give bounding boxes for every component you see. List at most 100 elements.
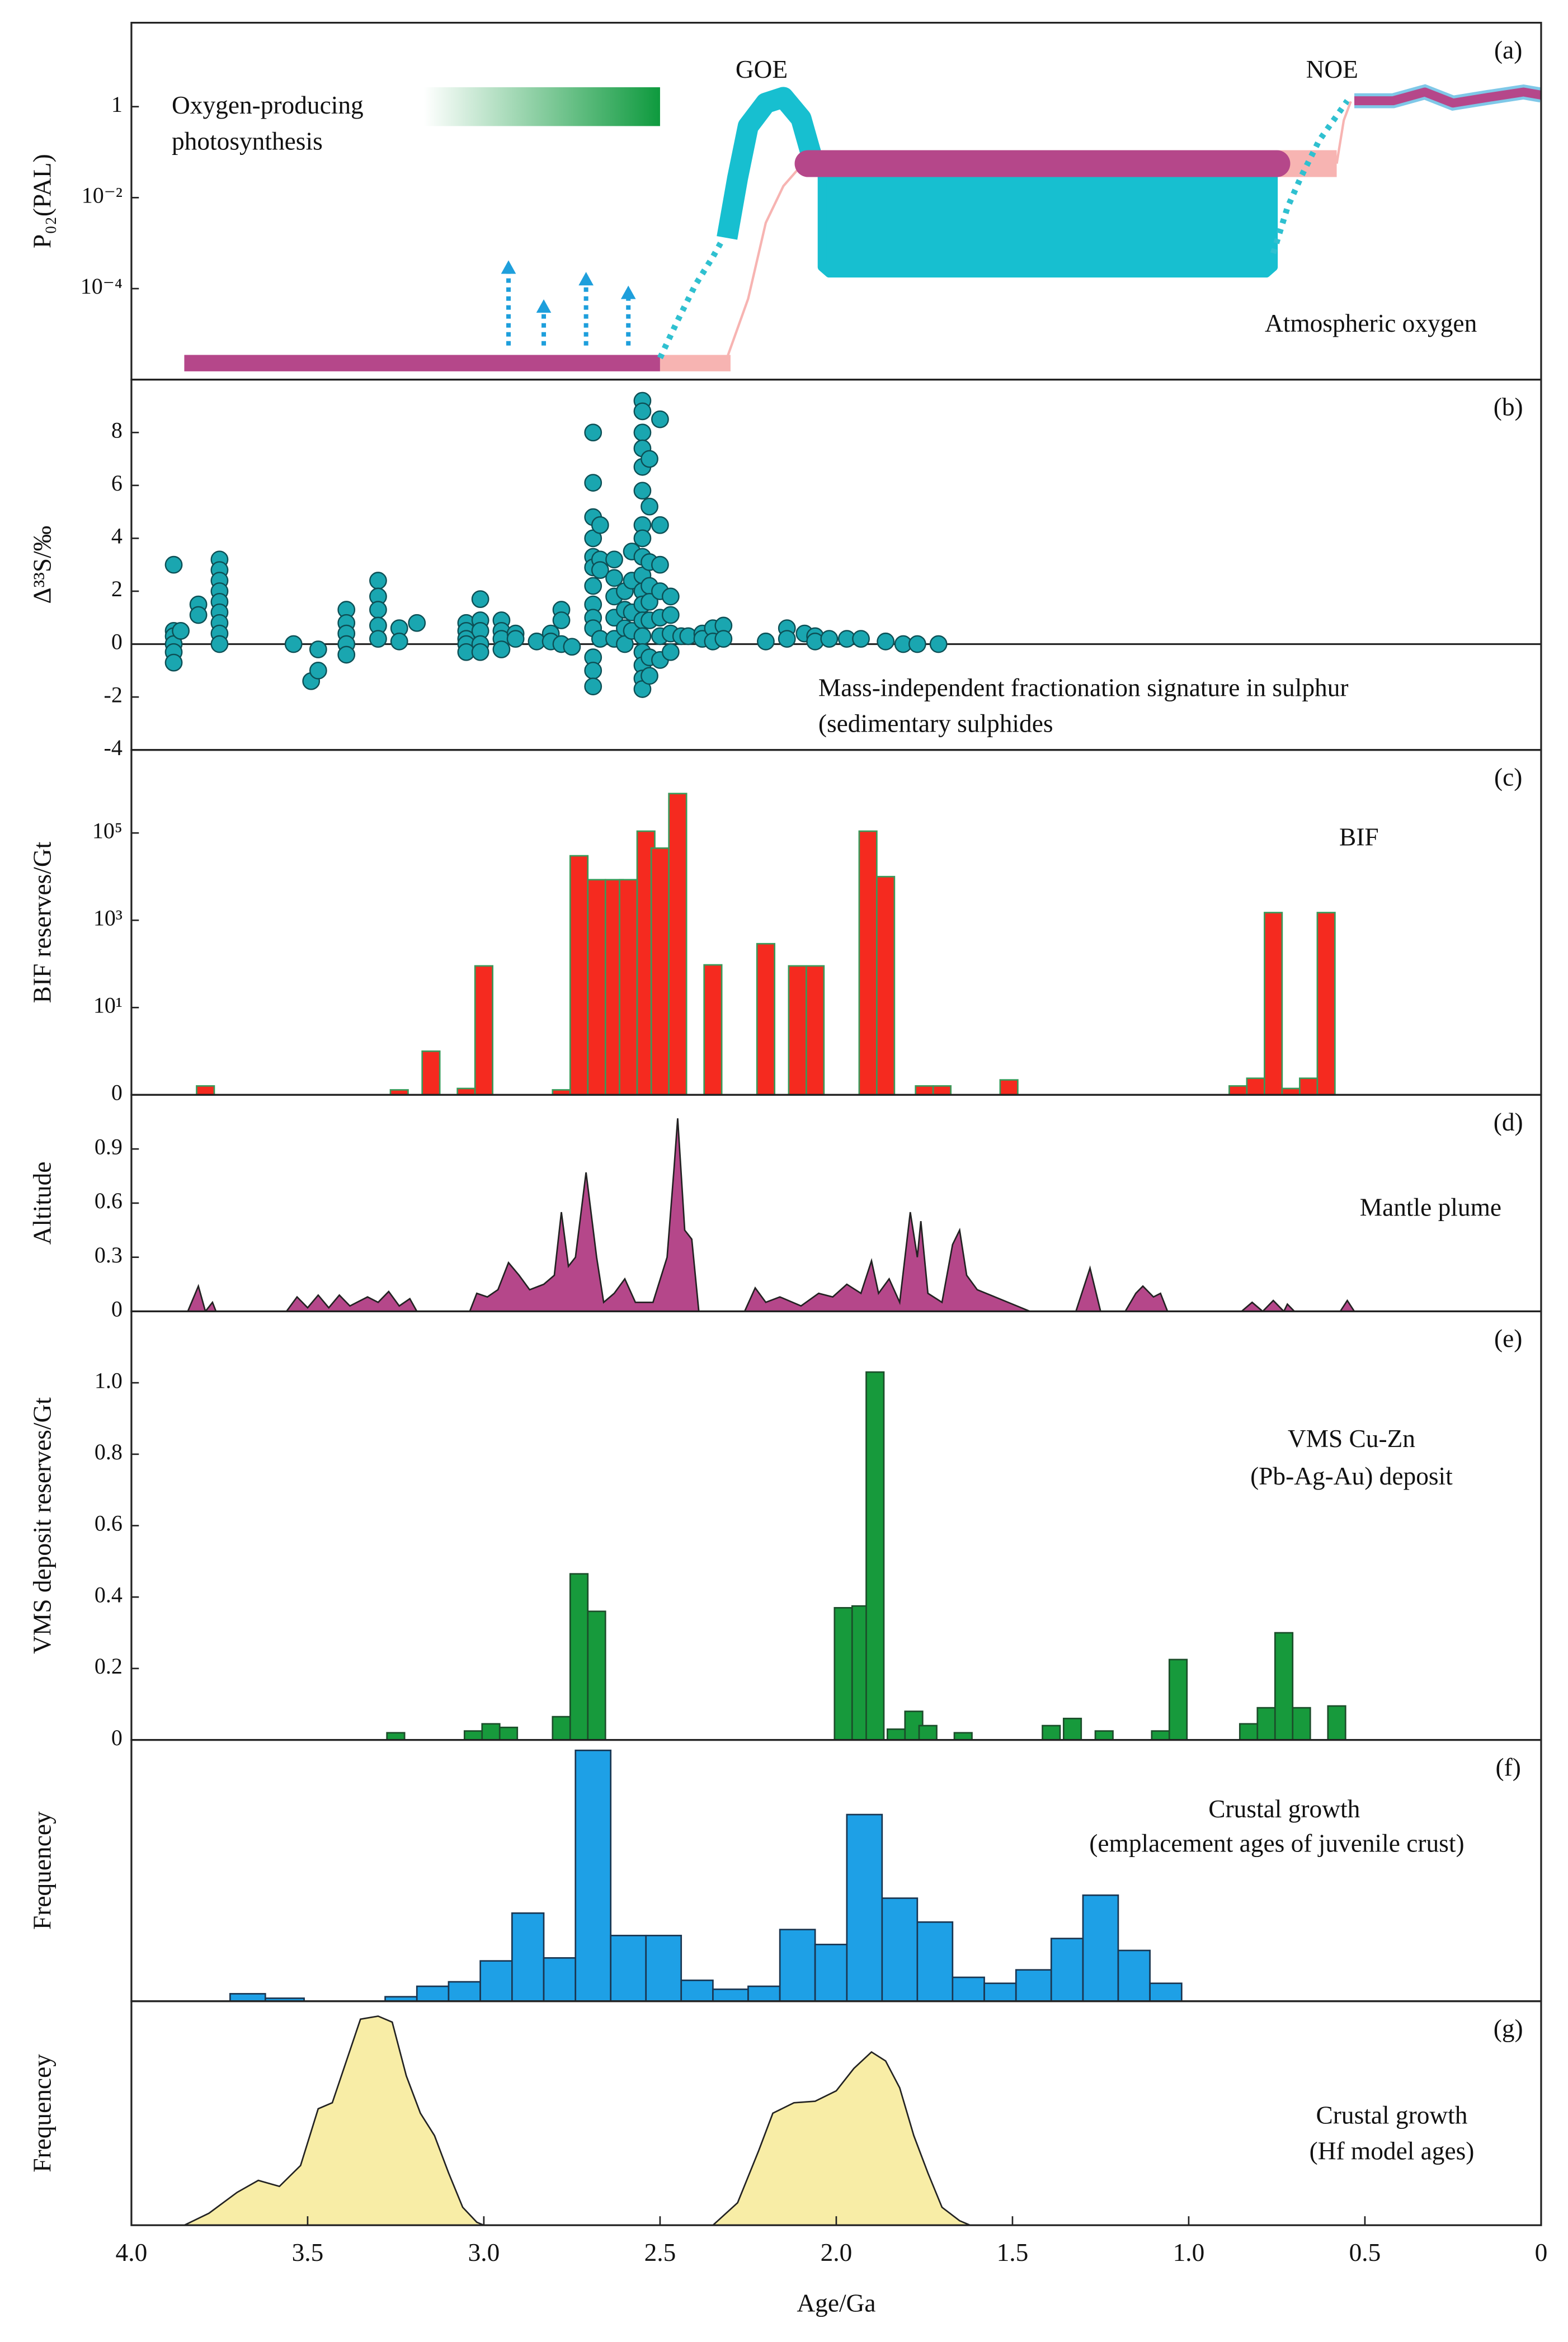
point [309, 661, 327, 680]
x-tick-label: 2.0 [821, 2239, 853, 2266]
bar [1239, 1723, 1259, 1740]
histogram-bar [1082, 1894, 1119, 2001]
bar [389, 1089, 409, 1095]
point [820, 630, 839, 648]
plot-area [386, 1371, 1346, 1740]
point [506, 630, 525, 648]
bar [196, 1085, 215, 1095]
oxygen-line [817, 159, 1278, 278]
bar [456, 1087, 476, 1095]
bar [876, 875, 896, 1095]
bar [858, 830, 878, 1095]
oxygen-line [726, 165, 802, 359]
y-axis-label: Frequencey [29, 1811, 56, 1930]
bar [386, 1732, 406, 1740]
histogram-bar [814, 1943, 848, 2001]
y-tick-label: 0.9 [95, 1134, 123, 1159]
point [369, 630, 387, 648]
bar [474, 965, 494, 1095]
histogram-bar [543, 1957, 577, 2001]
x-tick-label: 3.0 [468, 2239, 500, 2266]
bar [1042, 1724, 1061, 1740]
y-tick-label: 10⁻² [82, 183, 123, 208]
point [591, 516, 609, 534]
histogram-bar [779, 1929, 816, 2001]
bar [1228, 1085, 1248, 1095]
histogram-bar [264, 1997, 305, 2001]
point [633, 423, 652, 442]
y-tick-label: 10³ [93, 905, 123, 930]
bar [481, 1723, 501, 1740]
bar [1168, 1658, 1188, 1740]
bar [1094, 1730, 1114, 1740]
y-tick-label: 2 [111, 576, 123, 601]
bar [806, 965, 825, 1095]
histogram-bar [610, 1934, 647, 2001]
bar [1151, 1730, 1170, 1740]
y-tick-label: 0 [111, 1297, 123, 1322]
bar [1062, 1717, 1082, 1740]
y-tick-label: 0.8 [95, 1439, 123, 1464]
annotation: Oxygen-producing [172, 91, 364, 119]
point [408, 614, 426, 632]
y-tick-label: 0 [111, 629, 123, 654]
y-tick-label: 1 [111, 92, 123, 117]
panel-label: (g) [1494, 2015, 1523, 2043]
arrow-head [578, 272, 594, 286]
histogram-bar [680, 1980, 714, 2001]
point [584, 577, 602, 595]
point [852, 630, 870, 648]
point [189, 606, 208, 624]
point [164, 555, 183, 574]
histogram-bar [1149, 1982, 1183, 2001]
histogram-bar [479, 1960, 513, 2001]
plot-area [184, 84, 1541, 371]
point [471, 643, 489, 661]
annotation: Mass-independent fractionation signature… [818, 673, 1349, 701]
histogram-bar [575, 1749, 612, 2001]
panel-label: (b) [1494, 393, 1523, 421]
histogram-bar [1015, 1969, 1052, 2001]
y-tick-label: 0.6 [95, 1188, 123, 1213]
bar [932, 1085, 952, 1095]
point [651, 516, 669, 534]
point [641, 497, 658, 516]
oxygen-line [1354, 87, 1541, 108]
y-axis-label: Δ³³S/‰ [29, 526, 56, 604]
point [641, 667, 658, 685]
y-axis-label: Altitude [29, 1162, 56, 1245]
panel-label: (d) [1494, 1108, 1523, 1136]
bar [953, 1732, 973, 1740]
point [164, 653, 183, 672]
x-tick-label: 0 [1535, 2239, 1548, 2266]
bar [1274, 1632, 1294, 1740]
histogram-bar [448, 1981, 481, 2001]
y-tick-label: 1.0 [95, 1368, 123, 1393]
x-tick-label: 3.5 [292, 2239, 324, 2266]
y-axis-label: Frequencey [29, 2054, 56, 2173]
bar [1299, 1077, 1319, 1095]
point [584, 423, 602, 442]
y-tick-label: 0 [111, 1725, 123, 1750]
x-tick-label: 1.5 [997, 2239, 1029, 2266]
point [661, 643, 680, 661]
point [284, 635, 303, 653]
bar [918, 1724, 938, 1740]
x-tick-label: 4.0 [116, 2239, 148, 2266]
bar [498, 1726, 519, 1740]
annotation: photosynthesis [172, 127, 323, 155]
point [757, 632, 775, 651]
y-axis-label: VMS deposit reserves/Gt [29, 1397, 56, 1654]
panel-label: (a) [1494, 36, 1522, 64]
oxygen-line [657, 236, 726, 360]
panel-label: (f) [1496, 1753, 1521, 1781]
point [661, 606, 680, 624]
point [778, 630, 796, 648]
y-tick-label: 8 [111, 417, 123, 442]
y-tick-label: 0.2 [95, 1653, 123, 1679]
histogram-bar [712, 1988, 749, 2001]
annotation: GOE [736, 55, 788, 83]
histogram-bar [952, 1976, 985, 2001]
annotation: VMS Cu-Zn [1288, 1425, 1415, 1453]
bar [1256, 1707, 1276, 1740]
